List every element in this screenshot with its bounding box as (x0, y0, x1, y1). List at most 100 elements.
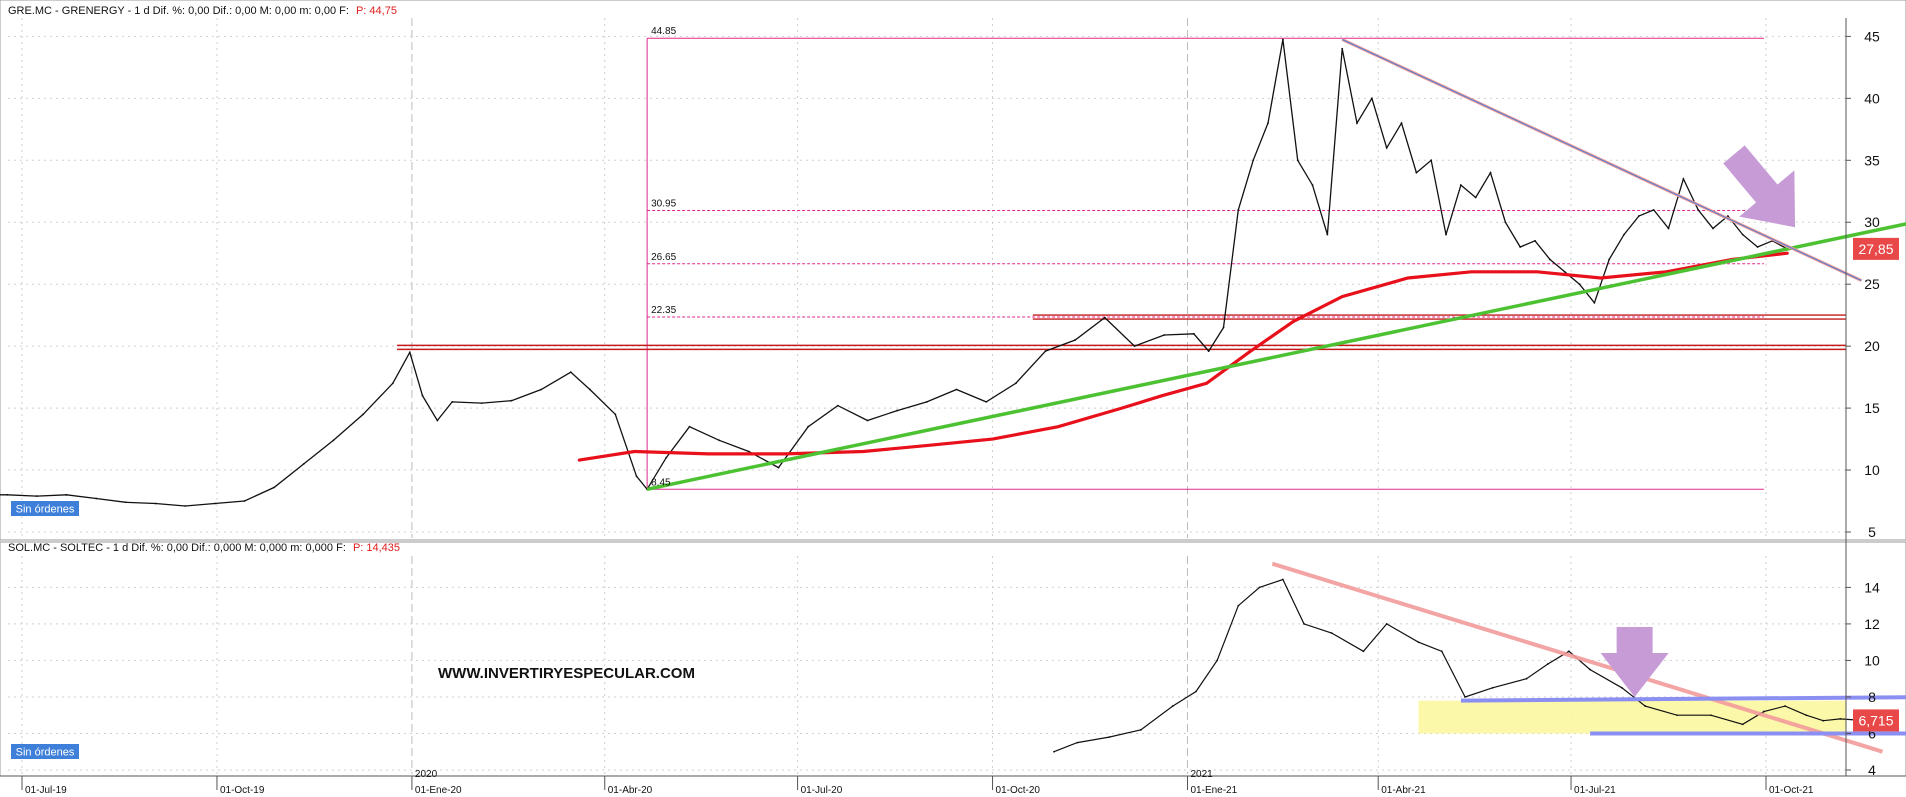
top-last-price-text: 27,85 (1858, 241, 1893, 257)
grenergy-price-data-point (1682, 177, 1685, 180)
bottom-last-price-text: 6,715 (1858, 712, 1893, 728)
grenergy-downtrend-thin-line (1341, 39, 1862, 281)
grenergy-price-data-point (1133, 345, 1136, 348)
top-y-tick-label: 5 (1868, 524, 1876, 540)
grenergy-price-data-point (1192, 332, 1195, 335)
grenergy-price-data-point (1578, 283, 1581, 286)
grenergy-price-data-point (35, 495, 38, 497)
soltec-price-data-point (1385, 623, 1388, 625)
grenergy-price-data-point (665, 456, 668, 459)
soltec-price-data-point (1525, 677, 1528, 680)
grenergy-price-data-point (1756, 246, 1759, 248)
top-panel-frame (0, 0, 1906, 541)
fib-level-label: 22.35 (651, 305, 676, 316)
grenergy-price-data-point (1563, 270, 1566, 273)
x-tick-label: 01-Oct-20 (996, 785, 1041, 796)
grenergy-price-data-point (1326, 233, 1329, 236)
soltec-price-data-point (1762, 710, 1765, 713)
x-tick-label: 01-Jul-21 (1574, 785, 1616, 796)
grenergy-price-data-point (1341, 47, 1344, 50)
soltec-price-data-point (1644, 705, 1647, 707)
soltec-price-data-point (1237, 604, 1240, 607)
grenergy-price-data-point (1163, 334, 1166, 336)
grenergy-price-line (0, 39, 1788, 507)
top-y-tick-label: 25 (1864, 276, 1880, 292)
grenergy-price-data-point (362, 413, 365, 416)
bottom-panel-header-info: SOL.MC - SOLTEC - 1 d Dif. %: 0,00 Dif.:… (8, 542, 346, 554)
grenergy-price-data-point (480, 402, 483, 405)
grenergy-price-data-point (184, 505, 187, 507)
top-panel-header-price: P: 44,75 (356, 5, 397, 17)
grenergy-price-data-point (1504, 221, 1507, 224)
grenergy-price-data-point (1741, 233, 1744, 236)
grenergy-price-data-point (421, 394, 424, 397)
grenergy-price-data-point (1074, 339, 1077, 341)
grenergy-price-data-point (569, 371, 572, 374)
bottom-y-tick-label: 8 (1868, 689, 1876, 705)
x-tick-label: 01-Ene-20 (415, 785, 462, 796)
fib-level-label: 26.65 (651, 252, 676, 263)
consolidation-zone (1418, 700, 1846, 734)
grenergy-price-data-point (1623, 233, 1625, 236)
grenergy-price-data-point (614, 413, 617, 416)
watermark: WWW.INVERTIRYESPECULAR.COM (438, 665, 695, 682)
grenergy-price-data-point (1519, 246, 1522, 248)
grenergy-price-data-point (1667, 227, 1670, 230)
grenergy-price-data-point (1459, 184, 1462, 186)
x-tick-label: 01-Jul-19 (25, 785, 67, 796)
bottom-y-tick-label: 10 (1864, 652, 1880, 668)
grenergy-price-data-point (718, 439, 721, 442)
grenergy-price-data-point (1267, 122, 1269, 125)
grenergy-price-data-point (688, 425, 691, 428)
soltec-price-data-point (1303, 623, 1305, 625)
grenergy-price-data-point (1237, 208, 1240, 211)
grenergy-price-data-point (1474, 196, 1477, 199)
soltec-price-data-point (1281, 578, 1284, 581)
grenergy-price-data-point (635, 475, 638, 478)
soltec-price-data-point (1839, 717, 1842, 720)
soltec-price-data-point (1216, 659, 1219, 662)
grenergy-price-data-point (1311, 184, 1314, 186)
soltec-price-data-point (1195, 690, 1197, 693)
grenergy-price-data-point (1593, 301, 1596, 304)
bottom-panel-header-price: P: 14,435 (353, 542, 400, 554)
grenergy-price-data-point (777, 466, 780, 469)
soltec-price-data-point (1440, 650, 1443, 653)
soltec-price-data-point (1076, 741, 1079, 744)
grenergy-price-data-point (1534, 239, 1536, 242)
bottom-y-tick-label: 12 (1864, 616, 1880, 632)
grenergy-price-data-point (1489, 171, 1492, 174)
soltec-price-data-point (1362, 650, 1365, 653)
x-tick-label: 01-Oct-19 (220, 785, 265, 796)
grenergy-price-data-point (1726, 215, 1729, 217)
x-tick-label: 01-Jul-20 (801, 785, 843, 796)
top-arrow-group (1723, 145, 1796, 228)
top-y-tick-label: 40 (1864, 90, 1880, 106)
grenergy-price-data-point (1712, 227, 1714, 230)
bottom-y-tick-label: 14 (1864, 579, 1880, 595)
grenergy-price-data-point (925, 401, 928, 403)
grenergy-price-data-point (391, 382, 394, 385)
bottom-last-price-box (1853, 709, 1899, 732)
grenergy-price-data-point (1637, 215, 1640, 217)
x-tick-label: 01-Abr-20 (608, 785, 653, 796)
grenergy-price-data-point (955, 388, 958, 391)
grenergy-price-data-point (1385, 147, 1388, 149)
soltec-price-data-point (1710, 714, 1712, 717)
top-y-tick-label: 20 (1864, 338, 1880, 354)
grenergy-price-data-point (747, 450, 750, 453)
grenergy-price-data-point (589, 388, 591, 391)
bottom-y-tick-label: 4 (1868, 762, 1876, 778)
grenergy-price-data-point (1044, 350, 1047, 353)
bottom-y-tick-label: 6 (1868, 725, 1876, 741)
grenergy-price-data-point (6, 493, 9, 496)
soltec-price-data-point (1568, 650, 1570, 653)
grenergy-price-data-point (1548, 258, 1551, 261)
grenergy-price-data-point (213, 502, 216, 505)
soltec-price-data-point (1784, 705, 1786, 707)
grenergy-price-data-point (896, 409, 899, 412)
soltec-price-data-point (1741, 723, 1744, 726)
grenergy-price-data-point (243, 500, 246, 502)
grenergy-price-data-point (1014, 382, 1017, 385)
